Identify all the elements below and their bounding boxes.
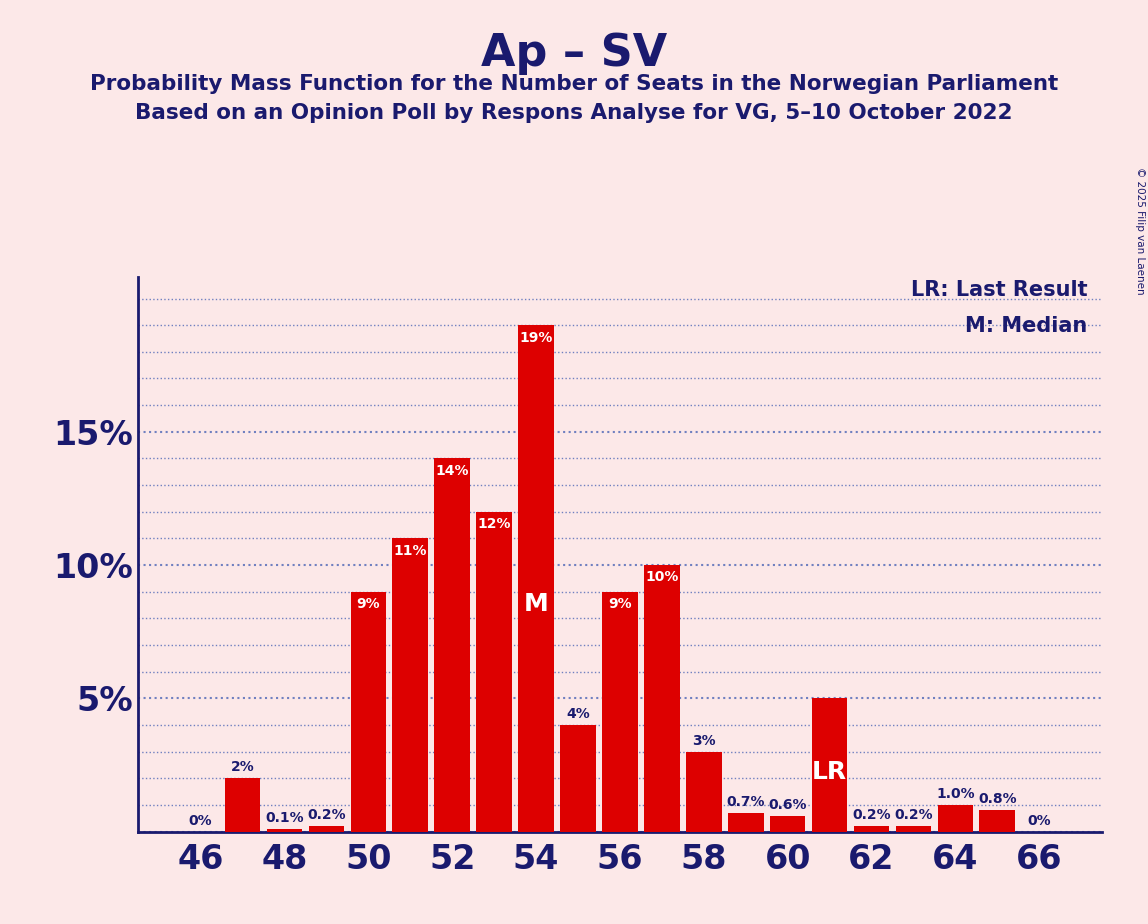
Text: 1.0%: 1.0% [936,787,975,801]
Bar [644,565,680,832]
Text: M: M [523,591,549,615]
Text: 0.2%: 0.2% [894,808,932,822]
Text: © 2025 Filip van Laenen: © 2025 Filip van Laenen [1135,167,1145,295]
Text: 0.1%: 0.1% [265,811,304,825]
Text: Based on an Opinion Poll by Respons Analyse for VG, 5–10 October 2022: Based on an Opinion Poll by Respons Anal… [135,103,1013,124]
Bar [770,816,806,832]
Bar [393,539,428,832]
Text: 19%: 19% [519,331,552,345]
Bar [350,591,386,832]
Bar [560,725,596,832]
Text: 0.2%: 0.2% [852,808,891,822]
Bar [434,458,470,832]
Bar [687,751,722,832]
Bar [225,778,261,832]
Text: LR: LR [812,760,847,784]
Text: 12%: 12% [478,517,511,531]
Text: Probability Mass Function for the Number of Seats in the Norwegian Parliament: Probability Mass Function for the Number… [90,74,1058,94]
Text: 0%: 0% [1027,814,1052,828]
Text: 3%: 3% [692,734,715,748]
Text: 9%: 9% [608,597,631,611]
Bar [938,805,974,832]
Text: 14%: 14% [435,464,470,478]
Text: 0.6%: 0.6% [768,797,807,811]
Text: 0.8%: 0.8% [978,792,1017,807]
Text: M: Median: M: Median [965,316,1087,336]
Text: 10%: 10% [645,570,678,584]
Text: 4%: 4% [566,707,590,721]
Bar [895,826,931,832]
Text: 0%: 0% [188,814,212,828]
Text: 0.7%: 0.7% [727,795,765,808]
Text: Ap – SV: Ap – SV [481,32,667,76]
Text: LR: Last Result: LR: Last Result [912,280,1087,300]
Bar [812,699,847,832]
Text: 9%: 9% [357,597,380,611]
Bar [728,813,763,832]
Bar [518,325,553,832]
Bar [979,810,1015,832]
Bar [309,826,344,832]
Bar [602,591,638,832]
Bar [854,826,890,832]
Bar [476,512,512,832]
Bar [266,829,302,832]
Text: 2%: 2% [231,760,255,774]
Text: 0.2%: 0.2% [308,808,346,822]
Text: 11%: 11% [394,543,427,558]
